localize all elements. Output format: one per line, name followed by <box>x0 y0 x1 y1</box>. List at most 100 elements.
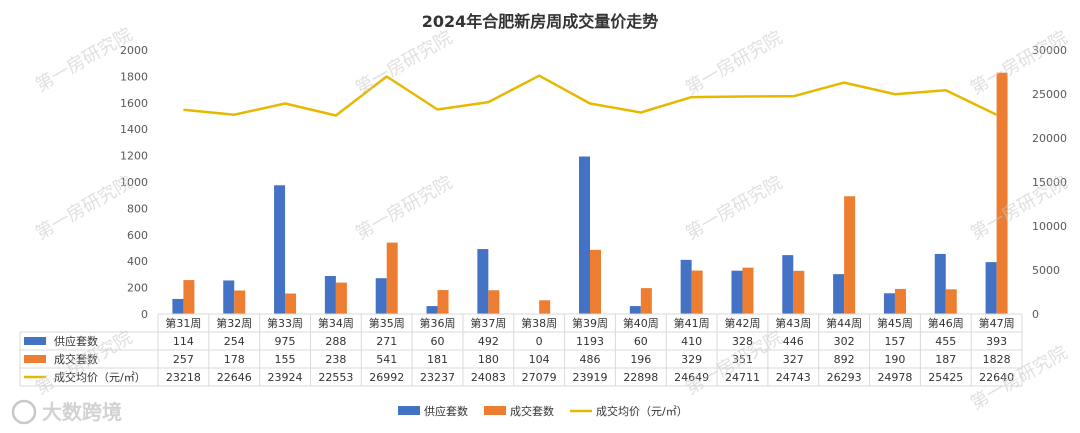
x-tick-label: 第35周 <box>369 316 405 330</box>
table-cell-value: 104 <box>529 353 550 366</box>
table-cell-value: 329 <box>681 353 702 366</box>
logo-text: 大数跨境 <box>42 400 122 424</box>
table-cell-value: 0 <box>536 335 543 348</box>
y-right-tick-label: 10000 <box>1032 220 1067 233</box>
deal-bar <box>894 288 906 314</box>
x-tick-label: 第46周 <box>928 316 964 330</box>
x-tick-label: 第32周 <box>216 316 252 330</box>
y-left-tick-label: 1000 <box>120 176 148 189</box>
table-cell-value: 60 <box>431 335 445 348</box>
x-tick-label: 第33周 <box>267 316 303 330</box>
table-cell-value: 23924 <box>268 371 303 384</box>
table-cell-value: 196 <box>630 353 651 366</box>
y-left-tick-label: 2000 <box>120 44 148 57</box>
table-cell-value: 302 <box>834 335 855 348</box>
y-right-tick-label: 5000 <box>1032 264 1060 277</box>
x-tick-label: 第41周 <box>674 316 710 330</box>
table-cell-value: 23218 <box>166 371 201 384</box>
table-cell-value: 60 <box>634 335 648 348</box>
y-right-tick-label: 25000 <box>1032 88 1067 101</box>
logo-icon <box>11 399 37 425</box>
x-tick-label: 第31周 <box>165 316 201 330</box>
deal-bar <box>793 270 805 314</box>
y-left-tick-label: 600 <box>127 229 148 242</box>
table-cell-value: 486 <box>580 353 601 366</box>
table-cell-value: 410 <box>681 335 702 348</box>
table-cell-value: 187 <box>935 353 956 366</box>
table-cell-value: 114 <box>173 335 194 348</box>
table-cell-value: 157 <box>884 335 905 348</box>
deal-bar <box>285 293 297 314</box>
legend-key <box>398 406 420 415</box>
y-left-tick-label: 1400 <box>120 123 148 136</box>
supply-bar <box>782 255 794 314</box>
x-tick-label: 第44周 <box>826 316 862 330</box>
table-cell-value: 24711 <box>725 371 760 384</box>
table-cell-value: 22898 <box>623 371 658 384</box>
table-cell-value: 351 <box>732 353 753 366</box>
deal-bar <box>335 282 347 314</box>
table-cell-value: 27079 <box>522 371 557 384</box>
table-legend-key <box>24 337 46 345</box>
supply-bar <box>426 306 438 314</box>
table-cell-value: 257 <box>173 353 194 366</box>
supply-bar <box>172 298 184 314</box>
chart-title: 2024年合肥新房周成交量价走势 <box>422 12 659 31</box>
deal-bar <box>234 290 246 314</box>
deal-bar <box>996 72 1008 314</box>
deal-bar <box>640 288 652 314</box>
watermark: 第一房研究院 <box>967 172 1071 244</box>
table-cell-value: 22640 <box>979 371 1014 384</box>
table-cell-value: 181 <box>427 353 448 366</box>
y-right-tick-label: 20000 <box>1032 132 1067 145</box>
supply-bar <box>629 306 641 314</box>
watermark: 第一房研究院 <box>682 27 786 99</box>
supply-bar <box>477 249 489 314</box>
supply-bar <box>375 278 387 314</box>
x-tick-label: 第36周 <box>420 316 456 330</box>
supply-bar <box>223 280 235 314</box>
y-left-tick-label: 800 <box>127 202 148 215</box>
y-left-tick-label: 1600 <box>120 97 148 110</box>
table-cell-value: 327 <box>783 353 804 366</box>
table-series-name: 供应套数 <box>54 334 98 348</box>
supply-bar <box>985 262 997 314</box>
x-tick-label: 第39周 <box>572 316 608 330</box>
table-cell-value: 24649 <box>674 371 709 384</box>
table-cell-value: 1193 <box>576 335 604 348</box>
y-left-tick-label: 200 <box>127 282 148 295</box>
y-left-tick-label: 1200 <box>120 150 148 163</box>
watermark: 第一房研究院 <box>32 24 136 96</box>
supply-bar <box>833 274 845 314</box>
table-cell-value: 254 <box>224 335 245 348</box>
table-cell-value: 26992 <box>369 371 404 384</box>
table-cell-value: 288 <box>325 335 346 348</box>
table-cell-value: 155 <box>275 353 296 366</box>
price-line <box>183 74 998 117</box>
y-left-tick-label: 1800 <box>120 70 148 83</box>
y-right-tick-label: 0 <box>1032 308 1039 321</box>
watermark: 第一房研究院 <box>682 172 786 244</box>
deal-bar <box>844 196 856 314</box>
supply-bar <box>579 156 590 314</box>
legend-label: 成交均价（元/㎡） <box>596 404 688 418</box>
table-series-name: 成交套数 <box>54 352 98 366</box>
table-cell-value: 23919 <box>573 371 608 384</box>
table-cell-value: 22553 <box>318 371 353 384</box>
x-tick-label: 第47周 <box>979 316 1015 330</box>
table-legend-key <box>24 355 46 363</box>
deal-bar <box>590 249 601 314</box>
legend-label: 成交套数 <box>510 404 554 418</box>
table-cell-value: 541 <box>376 353 397 366</box>
supply-bar <box>680 259 692 314</box>
deal-bar <box>742 267 754 314</box>
table-cell-value: 178 <box>224 353 245 366</box>
supply-bar <box>324 275 336 314</box>
deal-bar <box>488 290 500 314</box>
table-cell-value: 190 <box>884 353 905 366</box>
table-series-name: 成交均价（元/㎡） <box>54 370 146 384</box>
y-left-tick-label: 0 <box>141 308 148 321</box>
table-cell-value: 271 <box>376 335 397 348</box>
